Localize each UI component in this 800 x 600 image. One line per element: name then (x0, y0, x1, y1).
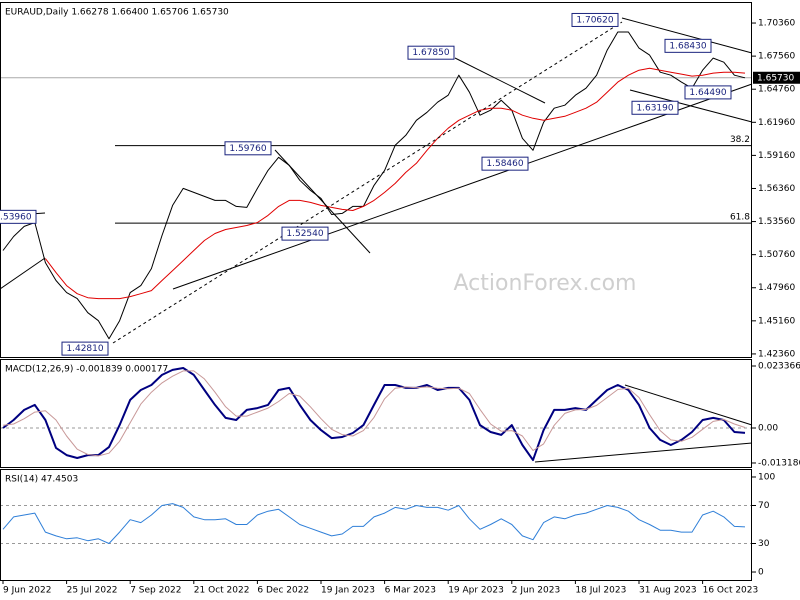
trendline (629, 89, 753, 123)
y-tick-label: 1.59160 (758, 151, 795, 161)
series-line (2, 503, 746, 544)
last-price-box (753, 71, 800, 84)
fib-label: 38.2 (730, 135, 750, 145)
series-line (2, 370, 746, 457)
panel-title: RSI(14) 47.4503 (5, 475, 78, 485)
y-tick-label: 1.45160 (758, 316, 795, 326)
price-label-box (407, 45, 455, 60)
y-tick-label: 0.023366 (758, 361, 800, 371)
price-label: 1.63190 (636, 103, 673, 113)
price-label-box (61, 341, 109, 356)
trendline (0, 257, 46, 290)
price-label-box (481, 156, 529, 171)
x-tick-label: 25 Jul 2022 (67, 586, 118, 596)
watermark: ActionForex.com (454, 271, 637, 296)
y-tick-label: 1.61960 (758, 118, 795, 128)
x-tick-label: 16 Oct 2023 (703, 586, 759, 596)
trendline (534, 442, 753, 463)
trendline (624, 384, 753, 426)
y-tick-label: 1.56360 (758, 184, 795, 194)
y-tick-label: 1.42360 (758, 349, 795, 359)
y-tick-label: 1.70360 (758, 19, 795, 29)
x-tick-label: 9 Jun 2022 (3, 586, 51, 596)
x-tick-label: 31 Aug 2023 (639, 586, 697, 596)
price-label: 1.58460 (486, 159, 523, 169)
price-label-box (684, 85, 732, 100)
panel-title: EURAUD,Daily 1.66278 1.66400 1.65706 1.6… (5, 8, 229, 18)
price-label: 1.68430 (669, 41, 706, 51)
y-tick-label: 1.64760 (758, 85, 795, 95)
price-label: 1.42810 (66, 344, 103, 354)
panel-frame (0, 469, 752, 581)
trendline (621, 17, 753, 54)
x-tick-label: 7 Sep 2022 (130, 586, 181, 596)
y-tick-label: 1.67560 (758, 52, 795, 62)
y-tick-label: 0.00 (758, 423, 778, 433)
price-label-box (224, 141, 272, 156)
panel-title: MACD(12,26,9) -0.001839 0.000177 (5, 365, 168, 375)
y-tick-label: 1.53560 (758, 217, 795, 227)
trendline (454, 57, 546, 104)
x-tick-label: 19 Apr 2023 (448, 586, 504, 596)
series-line (45, 67, 746, 300)
price-label: 1.70620 (576, 15, 613, 25)
trendlines (0, 17, 753, 463)
price-label: 1.64490 (689, 88, 726, 98)
series-line (2, 31, 746, 340)
price-label-box (571, 12, 619, 27)
price-label-box (631, 100, 679, 115)
price-label: 1.59760 (229, 144, 266, 154)
price-label-box (664, 38, 712, 53)
series-line (2, 367, 746, 462)
x-tick-label: 6 Dec 2022 (257, 586, 309, 596)
price-label: 1.52540 (286, 229, 323, 239)
y-tick-label: 100 (758, 472, 775, 482)
y-tick-label: 70 (758, 501, 770, 511)
x-tick-label: 2 Jun 2023 (512, 586, 560, 596)
x-tick-label: 6 Mar 2023 (385, 586, 436, 596)
y-tick-label: 1.47960 (758, 283, 795, 293)
panel-frame (0, 359, 752, 468)
y-tick-label: 0 (758, 568, 764, 578)
x-tick-label: 19 Jan 2023 (321, 586, 375, 596)
trendline (112, 21, 623, 344)
x-tick-label: 21 Oct 2022 (194, 586, 250, 596)
price-label-box (281, 226, 329, 241)
price-label: 1.53960 (0, 212, 32, 222)
y-tick-label: 30 (758, 539, 770, 549)
y-tick-label: -0.013186 (758, 458, 800, 468)
fib-label: 61.8 (730, 213, 750, 223)
last-price-label: 1.65730 (757, 73, 794, 83)
y-tick-label: 1.50760 (758, 250, 795, 260)
panel-frame (0, 2, 752, 358)
trendline (274, 149, 371, 254)
price-label-box (0, 209, 37, 224)
price-label: 1.67850 (412, 48, 449, 58)
trendline (172, 83, 753, 290)
x-tick-label: 18 Jul 2023 (575, 586, 626, 596)
